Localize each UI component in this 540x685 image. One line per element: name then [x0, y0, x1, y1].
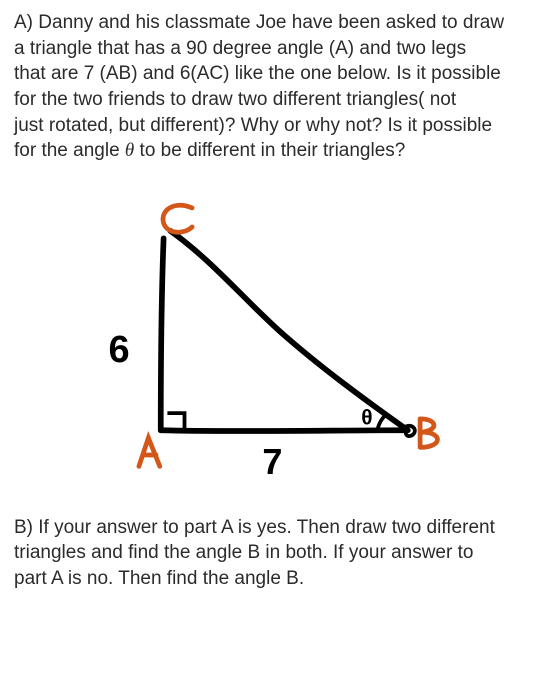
part-a-line-3: for the two friends to draw two differen… — [14, 89, 456, 110]
theta-label: θ — [361, 406, 372, 429]
page-root: A) Danny and his classmate Joe have been… — [0, 0, 540, 602]
part-a-line-4: just rotated, but different)? Why or why… — [14, 115, 492, 136]
part-b-line-0: If your answer to part A is yes. Then dr… — [38, 517, 495, 538]
part-a-line-1: a triangle that has a 90 degree angle (A… — [14, 38, 466, 59]
side-ac — [161, 238, 164, 430]
side-ac-length: 6 — [109, 329, 130, 371]
part-b-text: B) If your answer to part A is yes. Then… — [14, 515, 526, 592]
part-b-label: B) — [14, 517, 33, 538]
vertex-label-c — [163, 205, 192, 232]
part-a-label: A) — [14, 12, 33, 33]
part-b-line-2: part A is no. Then find the angle B. — [14, 568, 304, 589]
side-cb — [170, 231, 408, 431]
part-a-text: A) Danny and his classmate Joe have been… — [14, 10, 526, 164]
triangle-diagram: θ 6 7 — [14, 190, 526, 490]
vertex-label-a — [139, 438, 160, 467]
part-b-line-1: triangles and find the angle B in both. … — [14, 542, 473, 563]
part-a-line-2: that are 7 (AB) and 6(AC) like the one b… — [14, 63, 501, 84]
part-a-line-0: Danny and his classmate Joe have been as… — [38, 12, 504, 33]
triangle-svg: θ 6 7 — [80, 190, 460, 490]
part-a-line-5: for the angle θ to be different in their… — [14, 140, 405, 161]
side-ab-length: 7 — [262, 441, 282, 482]
vertex-label-b — [420, 419, 437, 448]
side-ab — [161, 430, 408, 431]
